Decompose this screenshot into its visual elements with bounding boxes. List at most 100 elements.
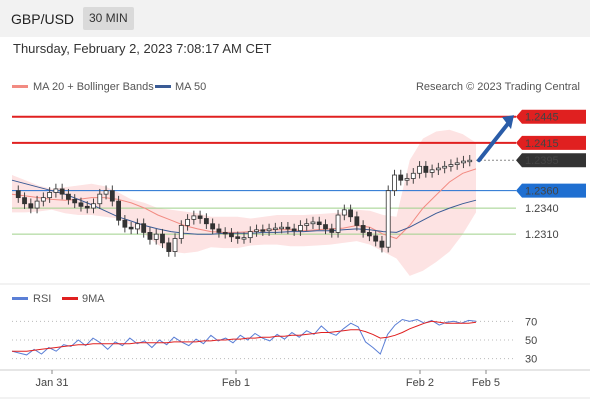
credit-label: Research © 2023 Trading Central bbox=[416, 81, 580, 93]
rsi-line bbox=[11, 318, 477, 356]
candle-body bbox=[122, 219, 128, 228]
candle-body bbox=[247, 231, 253, 239]
rsi-ma-legend-label: 9MA bbox=[82, 293, 105, 305]
candle-body bbox=[260, 229, 266, 232]
level-label-1.2360: 1.2360 bbox=[525, 186, 559, 198]
level-tag-1.2415 bbox=[516, 135, 586, 150]
timeframe-button[interactable]: 30 MIN bbox=[83, 7, 134, 30]
candle-body bbox=[285, 226, 291, 230]
candle-body bbox=[329, 228, 335, 233]
candle-body bbox=[385, 190, 391, 248]
level-tag-1.2395 bbox=[516, 153, 586, 168]
level-tag-1.2360 bbox=[516, 183, 586, 198]
bb-legend-label: MA 20 + Bollinger Bands bbox=[33, 81, 154, 93]
candle-body bbox=[373, 235, 379, 242]
candle-body bbox=[266, 228, 272, 232]
candle-body bbox=[28, 203, 34, 209]
candle-body bbox=[272, 227, 278, 230]
candle-body bbox=[423, 165, 429, 173]
candle-body bbox=[461, 160, 466, 164]
ma50-legend-label: MA 50 bbox=[175, 81, 206, 93]
candle-body bbox=[448, 164, 454, 167]
x-tick-label-jan-31: Jan 31 bbox=[35, 377, 68, 389]
candle-body bbox=[417, 165, 422, 174]
candle-body bbox=[141, 223, 147, 233]
candle-body bbox=[216, 228, 222, 233]
candle-body bbox=[185, 218, 190, 226]
timestamp: Thursday, February 2, 2023 7:08:17 AM CE… bbox=[13, 41, 272, 56]
candle-body bbox=[316, 221, 322, 225]
candle-body bbox=[59, 188, 65, 195]
x-tick-label-feb-2: Feb 2 bbox=[406, 377, 434, 389]
candle-body bbox=[442, 165, 448, 169]
candle-body bbox=[66, 193, 71, 200]
candle-body bbox=[254, 229, 259, 232]
candle-body bbox=[435, 167, 441, 171]
forecast-arrow bbox=[477, 115, 514, 163]
candle-body bbox=[429, 169, 435, 173]
level-label-1.2445: 1.2445 bbox=[525, 112, 559, 124]
candle-body bbox=[191, 215, 197, 220]
candle-body bbox=[197, 215, 203, 219]
candle-body bbox=[78, 202, 84, 207]
candle-body bbox=[310, 221, 316, 225]
rsi-tick-70: 70 bbox=[525, 316, 537, 328]
candle-body bbox=[348, 209, 353, 218]
candle-body bbox=[291, 228, 297, 232]
candle-body bbox=[116, 200, 121, 221]
candle-body bbox=[222, 232, 228, 235]
candle-body bbox=[398, 174, 404, 181]
symbol-label: GBP/USD bbox=[11, 11, 75, 27]
candle-body bbox=[128, 226, 134, 230]
candle-body bbox=[109, 190, 115, 202]
candle-body bbox=[47, 192, 53, 199]
candle-body bbox=[298, 225, 303, 232]
rsi-tick-50: 50 bbox=[525, 335, 537, 347]
candle-body bbox=[178, 225, 184, 239]
level-label-1.2415: 1.2415 bbox=[525, 138, 559, 150]
forecast-arrow-head bbox=[502, 115, 514, 130]
candle-body bbox=[84, 205, 90, 209]
levels-layer bbox=[12, 115, 516, 235]
candle-body bbox=[153, 233, 159, 240]
candle-body bbox=[97, 193, 103, 205]
candle-body bbox=[210, 223, 216, 230]
candle-body bbox=[392, 174, 397, 192]
candle-body bbox=[241, 237, 247, 240]
candle-body bbox=[103, 190, 109, 195]
ma50-legend-swatch bbox=[155, 85, 171, 88]
candle-body bbox=[91, 203, 96, 209]
level-label-1.2340: 1.2340 bbox=[525, 203, 559, 215]
candle-body bbox=[354, 216, 360, 226]
rsi-ma-line bbox=[12, 320, 477, 352]
rsi-tick-30: 30 bbox=[525, 354, 537, 366]
rsi-ma-legend-swatch bbox=[62, 297, 78, 300]
bb-legend-swatch bbox=[12, 85, 28, 88]
candle-body bbox=[304, 223, 310, 226]
ma20-line bbox=[11, 168, 477, 240]
candle-body bbox=[147, 232, 153, 240]
candle-body bbox=[410, 172, 416, 179]
candle-body bbox=[235, 236, 241, 239]
candle-body bbox=[53, 188, 59, 193]
candle-body bbox=[172, 238, 178, 252]
x-tick-label-feb-5: Feb 5 bbox=[472, 377, 500, 389]
candle-body bbox=[34, 200, 40, 209]
level-label-1.2310: 1.2310 bbox=[525, 229, 559, 241]
candle-body bbox=[323, 224, 328, 230]
candle-body bbox=[404, 178, 410, 181]
candle-body bbox=[166, 242, 172, 252]
candle-body bbox=[135, 223, 140, 230]
level-tag-1.2445 bbox=[516, 109, 586, 124]
candle-body bbox=[279, 226, 285, 230]
rsi-legend-swatch bbox=[12, 297, 28, 300]
candles-layer bbox=[15, 155, 473, 257]
candle-body bbox=[467, 159, 473, 163]
candle-body bbox=[341, 209, 347, 216]
level-labels-layer: 1.2445 1.2415 1.2395 1.2360 1.2340 1.2310 bbox=[516, 109, 586, 241]
level-label-1.2395: 1.2395 bbox=[525, 155, 559, 167]
candle-body bbox=[229, 232, 234, 238]
rsi-legend-label: RSI bbox=[33, 293, 51, 305]
candle-body bbox=[454, 162, 460, 165]
